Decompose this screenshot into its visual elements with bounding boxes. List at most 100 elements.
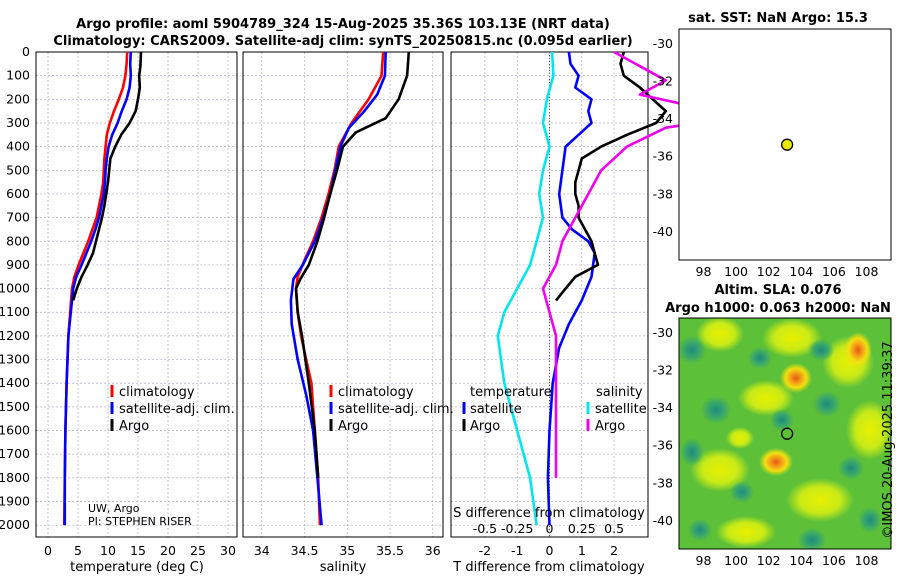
heatmap-blob [838, 456, 864, 480]
x-tick-label: 30 [220, 543, 236, 558]
heatmap-blob [813, 391, 841, 417]
x-tick-label: 36 [425, 543, 441, 558]
main-title-line2: Climatology: CARS2009. Satellite-adj cli… [53, 34, 632, 49]
profile-argo [294, 51, 411, 478]
temperature-axes-frame [35, 51, 238, 538]
sst-title: sat. SST: NaN Argo: 15.3 [688, 11, 868, 26]
x-tick-label: -2 [479, 543, 491, 558]
profile-argo [71, 51, 143, 301]
depth-tick-label: 1300 [0, 352, 30, 367]
temperature-profiles [62, 51, 143, 526]
depth-tick-label: 1900 [0, 494, 30, 509]
depth-tick-label: 1100 [0, 304, 30, 319]
depth-tick-label: 100 [6, 68, 30, 83]
heatmap-blob [738, 380, 794, 416]
legend-t-argo: Argo [470, 419, 500, 434]
sla-markers [780, 427, 794, 440]
lon-tick-label: 106 [822, 553, 846, 568]
temperature-xlabel: temperature (deg C) [70, 560, 204, 575]
x-tick-label: 25 [190, 543, 206, 558]
x-tick-label: 35.5 [376, 543, 404, 558]
x-tick-label: 1 [578, 543, 586, 558]
salinity-axes-frame [242, 51, 444, 538]
legend-argo: Argo [338, 419, 368, 434]
lon-tick-label: 98 [696, 264, 712, 279]
heatmap-blob [696, 318, 744, 352]
legend-t-satellite: satellite [470, 402, 522, 417]
lat-tick-label: -30 [653, 36, 673, 51]
heatmap-blob [844, 332, 872, 368]
lon-tick-label: 100 [724, 264, 748, 279]
salinity-grid [243, 51, 443, 537]
depth-tick-labels: 0 100 200 300 400 500 600 700 800 900 1000 1100 1200… [0, 44, 30, 532]
lat-tick-label: -32 [653, 74, 673, 89]
profile-satellite-adj-clim- [63, 51, 133, 526]
lon-tick-label: 106 [822, 264, 846, 279]
t-difference-tick-labels: -2 -1 0 1 2 [479, 543, 618, 558]
x-tick-label: 35 [339, 543, 355, 558]
s-tick-label: 0 [546, 521, 554, 536]
depth-tick-label: 200 [6, 91, 30, 106]
heatmap-blob [798, 528, 826, 549]
lat-tick-label: -32 [653, 363, 673, 378]
lat-tick-label: -30 [653, 325, 673, 340]
x-tick-label: 20 [160, 543, 176, 558]
lat-tick-label: -38 [653, 186, 673, 201]
temperature-legend: climatology satellite-adj. clim. Argo [110, 385, 235, 434]
t-difference-xlabel: T difference from climatology [452, 560, 645, 575]
x-tick-label: 0 [44, 543, 52, 558]
profile-t-argo [554, 51, 668, 302]
legend-climatology: climatology [119, 385, 195, 400]
heatmap-blob [858, 507, 882, 533]
depth-tick-label: 1200 [0, 328, 30, 343]
lat-tick-label: -38 [653, 475, 673, 490]
salinity-profiles [289, 51, 411, 526]
s-difference-xlabel: S difference from climatology [453, 506, 645, 521]
main-title-line1: Argo profile: aoml 5904789_324 15-Aug-20… [76, 17, 610, 32]
lat-tick-label: -34 [653, 400, 673, 415]
profile-satellite-adj-clim- [289, 51, 387, 526]
legend-climatology: climatology [338, 385, 414, 400]
lon-tick-label: 102 [757, 553, 781, 568]
x-tick-label: 34.5 [291, 543, 319, 558]
heatmap-blob [759, 448, 793, 476]
s-tick-label: 0.5 [604, 521, 624, 536]
depth-tick-label: 300 [6, 115, 30, 130]
heatmap-blob [726, 427, 754, 449]
sla-map-panel: Altim. SLA: 0.076 Argo h1000: 0.063 h200… [653, 283, 892, 568]
depth-tick-label: 0 [22, 44, 30, 59]
depth-tick-label: 800 [6, 233, 30, 248]
x-tick-label: 2 [610, 543, 618, 558]
sla-title: Altim. SLA: 0.076 [715, 283, 842, 298]
sla-tick-labels: 98 100 102 104 106 108 -30 -32 -34 -36 -38 -40 [653, 325, 879, 568]
x-tick-label: 0 [546, 543, 554, 558]
sla-heatmap [679, 318, 891, 549]
difference-panel: -2 -1 0 1 2 -0.5 -0.25 0 0.25 0.5 S difference f… [450, 50, 732, 575]
depth-tick-label: 900 [6, 257, 30, 272]
legend-satellite: satellite-adj. clim. [338, 402, 454, 417]
heatmap-blob [846, 400, 891, 460]
s-tick-label: -0.25 [501, 521, 533, 536]
legend-s-argo: Argo [595, 419, 625, 434]
credit-line1: UW, Argo [88, 502, 140, 515]
lat-tick-label: -40 [653, 224, 673, 239]
lat-tick-label: -34 [653, 111, 673, 126]
x-tick-label: 5 [74, 543, 82, 558]
lon-tick-label: 98 [696, 553, 712, 568]
timestamp-credit: ©IMOS 20-Aug-2025 11:39:37 [881, 341, 896, 538]
lon-tick-label: 108 [855, 264, 879, 279]
temperature-tick-labels: 0 5 10 15 20 25 30 [44, 543, 236, 558]
lon-tick-label: 108 [855, 553, 879, 568]
heatmap-blob [786, 478, 854, 522]
lat-tick-label: -36 [653, 438, 673, 453]
depth-tick-label: 1000 [0, 281, 30, 296]
lat-tick-label: -40 [653, 513, 673, 528]
float-position-marker [780, 138, 794, 151]
legend-temperature-title: temperature [470, 385, 552, 400]
profile-s-satellite [496, 51, 555, 526]
depth-tick-label: 1700 [0, 446, 30, 461]
legend-argo: Argo [119, 419, 149, 434]
s-tick-label: -0.5 [473, 521, 497, 536]
heatmap-blob [679, 336, 706, 364]
